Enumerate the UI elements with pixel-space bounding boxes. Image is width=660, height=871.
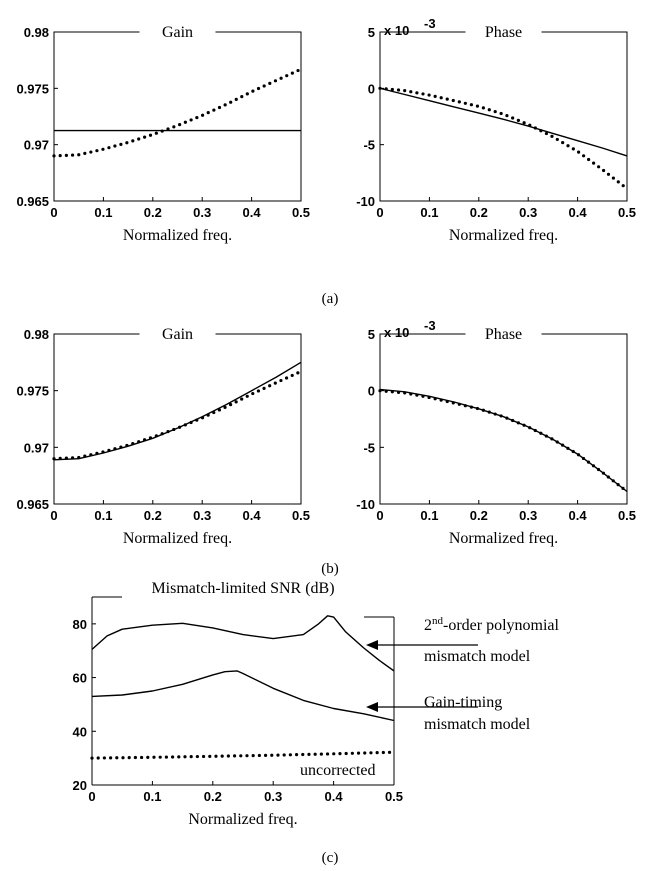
chart-3-y-tick-label: 5 [368, 327, 375, 342]
chart-4-series-2-dotted-line [90, 750, 396, 760]
chart-0-y-tick-label: 0.98 [24, 25, 49, 40]
chart-1-y-tick-label: -5 [363, 138, 375, 153]
chart-0-series-1-dotted-line [52, 67, 303, 158]
chart-2-x-tick-label: 0 [50, 508, 57, 523]
chart-0-y-tick-label: 0.975 [16, 81, 49, 96]
chart-3-y-tick-label: -10 [356, 497, 375, 512]
chart-4-y-tick-label: 80 [73, 617, 87, 632]
chart-3-x-tick-label: 0.5 [618, 508, 636, 523]
chart-4-x-tick-label: 0.3 [264, 789, 282, 804]
chart-0-y-tick-label: 0.965 [16, 194, 49, 209]
chart-3-title: Phase [485, 326, 522, 343]
chart-2-plot-frame [53, 333, 302, 505]
chart-4-x-tick-label: 0.1 [143, 789, 161, 804]
chart-0-x-tick-label: 0.2 [144, 205, 162, 220]
label-polynomial-line2: mismatch model [424, 648, 531, 665]
chart-1-series-1-dotted-line [378, 86, 629, 191]
chart-1-series-0-line [379, 87, 628, 157]
arrow-gain-timing-head [366, 702, 378, 712]
chart-0-title: Gain [162, 24, 193, 41]
chart-1-scale-note: x 10 [384, 23, 409, 38]
chart-1-y-tick-label: -10 [356, 194, 375, 209]
chart-4-x-tick-label: 0.2 [204, 789, 222, 804]
chart-1-title: Phase [485, 24, 522, 41]
chart-3-series-1-dotted-line [378, 389, 629, 494]
chart-2-title: Gain [162, 326, 193, 343]
label-polynomial-sup: nd [432, 615, 444, 627]
caption-a: (a) [322, 291, 339, 307]
chart-2-title-gap [139, 331, 216, 337]
chart-3-x-tick-label: 0.4 [569, 508, 588, 523]
label-polynomial-num: 2 [424, 617, 432, 634]
chart-2-y-tick-label: 0.98 [24, 327, 49, 342]
chart-3-scale-exponent: -3 [424, 318, 436, 333]
chart-0-x-label: Normalized freq. [123, 227, 232, 244]
chart-4-series-0-line [91, 615, 395, 672]
label-gain-timing-line2: mismatch model [424, 716, 531, 733]
chart-4-y-tick-label: 60 [73, 671, 87, 686]
chart-1-y-tick-label: 5 [368, 25, 375, 40]
chart-1-x-tick-label: 0.3 [519, 205, 537, 220]
chart-3-series-0-line [379, 388, 628, 493]
chart-4-x-label: Normalized freq. [188, 811, 297, 828]
chart-2-y-tick-label: 0.965 [16, 497, 49, 512]
chart-2-x-tick-label: 0.2 [144, 508, 162, 523]
chart-4-title: Mismatch-limited SNR (dB) [151, 580, 334, 597]
chart-2-series-1-dotted-line [52, 369, 303, 461]
chart-1-scale-exponent: -3 [424, 16, 436, 31]
chart-1-y-tick-label: 0 [368, 81, 375, 96]
chart-3-x-tick-label: 0.1 [420, 508, 438, 523]
chart-2-x-label: Normalized freq. [123, 530, 232, 547]
chart-3-scale-note: x 10 [384, 325, 409, 340]
chart-0-title-gap [139, 29, 216, 35]
chart-0-y-tick-label: 0.97 [24, 138, 49, 153]
chart-1-x-tick-label: 0.1 [420, 205, 438, 220]
chart-3-plot-frame [379, 333, 628, 505]
chart-4-y-tick-label: 40 [73, 724, 87, 739]
chart-2-x-tick-label: 0.4 [243, 508, 262, 523]
chart-3-x-tick-label: 0.3 [519, 508, 537, 523]
chart-4-x-tick-label: 0.4 [325, 789, 344, 804]
chart-2-series-0-line [53, 361, 302, 461]
chart-1-x-tick-label: 0.4 [569, 205, 588, 220]
chart-1-title-gap [465, 29, 542, 35]
chart-0-x-tick-label: 0 [50, 205, 57, 220]
chart-2-x-tick-label: 0.3 [193, 508, 211, 523]
chart-2-y-tick-label: 0.97 [24, 440, 49, 455]
chart-0-x-tick-label: 0.3 [193, 205, 211, 220]
chart-0-plot-frame [53, 31, 302, 202]
chart-0-x-tick-label: 0.5 [292, 205, 310, 220]
chart-3-x-label: Normalized freq. [449, 530, 558, 547]
chart-1-x-tick-label: 0.5 [618, 205, 636, 220]
chart-4-x-tick-label: 0.5 [385, 789, 403, 804]
label-uncorrected: uncorrected [300, 762, 376, 779]
chart-3-y-tick-label: -5 [363, 440, 375, 455]
chart-1-x-label: Normalized freq. [449, 227, 558, 244]
chart-2-y-tick-label: 0.975 [16, 384, 49, 399]
chart-4-x-tick-label: 0 [88, 789, 95, 804]
chart-2-x-tick-label: 0.5 [292, 508, 310, 523]
chart-4-y-tick-label: 20 [73, 778, 87, 793]
chart-0-x-tick-label: 0.1 [94, 205, 112, 220]
chart-3-x-tick-label: 0 [376, 508, 383, 523]
chart-3-title-gap [465, 331, 542, 337]
chart-1-plot-frame [379, 31, 628, 202]
chart-3-y-tick-label: 0 [368, 384, 375, 399]
label-polynomial-line1: 2nd-order polynomial [424, 615, 560, 634]
chart-4-series-1-line [91, 670, 395, 722]
chart-3-x-tick-label: 0.2 [470, 508, 488, 523]
caption-c: (c) [322, 850, 339, 866]
chart-2-x-tick-label: 0.1 [94, 508, 112, 523]
chart-0-x-tick-label: 0.4 [243, 205, 262, 220]
caption-b: (b) [321, 561, 339, 577]
chart-1-x-tick-label: 0.2 [470, 205, 488, 220]
arrow-polynomial-head [366, 640, 378, 650]
label-polynomial-rest: -order polynomial [443, 617, 560, 634]
chart-1-x-tick-label: 0 [376, 205, 383, 220]
label-gain-timing-line1: Gain-timing [424, 694, 502, 711]
